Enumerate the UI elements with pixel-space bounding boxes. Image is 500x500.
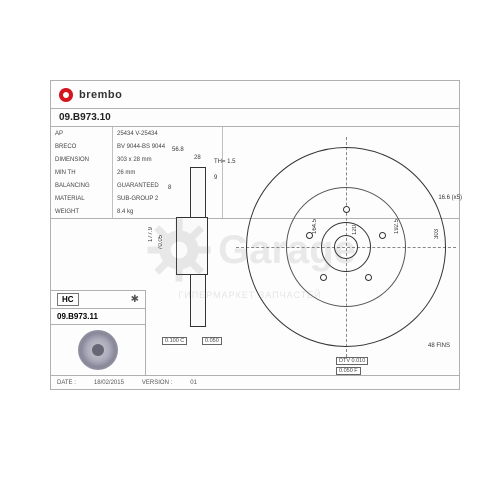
- tol-runout: 0.050 F: [336, 367, 361, 375]
- star-icon: ✱: [131, 294, 139, 305]
- dim-th-tol: TH= 1.5: [214, 159, 236, 165]
- side-hub: [176, 217, 208, 275]
- tol-dtv: DTV 0.010: [336, 357, 368, 365]
- tol-flatness1: 0.100 C: [162, 337, 187, 345]
- bolt-hole: [365, 274, 372, 281]
- drawing-area: 56.8 28 TH= 1.5 9 8 177.9 70.05 0.100 C …: [226, 127, 456, 357]
- part-number: 09.B973.10: [59, 112, 111, 123]
- header: brembo: [51, 81, 459, 109]
- spec-label: WEIGHT: [51, 205, 113, 218]
- part-number-row: 09.B973.10: [51, 109, 459, 127]
- bolt-hole: [343, 206, 350, 213]
- dim-inner: 164.5: [312, 219, 318, 234]
- dim-bolt-circle: 16.6 (x5): [438, 195, 462, 201]
- watermark-subtitle: ГИПЕРМАРКЕТ ЗАПЧАСТЕЙ: [178, 290, 321, 300]
- variant-part-row: 09.B973.11: [51, 309, 145, 325]
- dim-hub-outer: 177.9: [148, 227, 154, 242]
- spec-label: DIMENSION: [51, 153, 113, 166]
- dim-gap-top: 9: [214, 175, 217, 181]
- variant-part-number: 09.B973.11: [57, 312, 98, 321]
- footer: DATE : 18/02/2015 VERSION : 01: [51, 375, 459, 389]
- spec-label: AP: [51, 127, 113, 140]
- dim-outer: 303: [434, 229, 440, 239]
- dim-fins: 48 FINS: [428, 343, 450, 349]
- side-view: 56.8 28 TH= 1.5 9 8 177.9 70.05 0.100 C …: [176, 157, 222, 337]
- dim-mid: 192.5: [394, 219, 400, 234]
- spec-label: MATERIAL: [51, 192, 113, 205]
- brembo-logo-icon: [59, 88, 73, 102]
- hc-row: HC ✱: [51, 291, 145, 309]
- drawing-sheet: brembo 09.B973.10 AP 25434 V-25434 BRECO…: [50, 80, 460, 390]
- spec-label: BALANCING: [51, 179, 113, 192]
- footer-version-label: VERSION :: [142, 380, 172, 386]
- spec-label: BRECO: [51, 140, 113, 153]
- brand-name: brembo: [79, 89, 122, 101]
- footer-date: 18/02/2015: [94, 380, 124, 386]
- disc-thumbnail: [51, 325, 145, 375]
- spec-value: 25434 V-25434: [113, 127, 223, 140]
- front-view: 16.6 (x5) 164.5 120 192.5 303 48 FINS DT…: [246, 147, 446, 347]
- dim-gap-left: 8: [168, 185, 171, 191]
- disc-center-circle: [334, 235, 358, 259]
- bolt-hole: [379, 232, 386, 239]
- spec-label: MIN TH: [51, 166, 113, 179]
- tol-flatness2: 0.050: [202, 337, 222, 345]
- footer-version: 01: [190, 380, 197, 386]
- spec-value: BV 9044-BS 9044: [113, 140, 223, 153]
- dim-top-width: 56.8: [172, 147, 184, 153]
- dim-bore: 70.05: [158, 235, 164, 250]
- disc-thumb-icon: [78, 330, 118, 370]
- hc-label: HC: [57, 293, 79, 306]
- footer-date-label: DATE :: [57, 380, 76, 386]
- dim-thickness: 28: [194, 155, 201, 161]
- dim-pcd: 120: [352, 225, 358, 235]
- variant-box: HC ✱ 09.B973.11: [51, 290, 146, 375]
